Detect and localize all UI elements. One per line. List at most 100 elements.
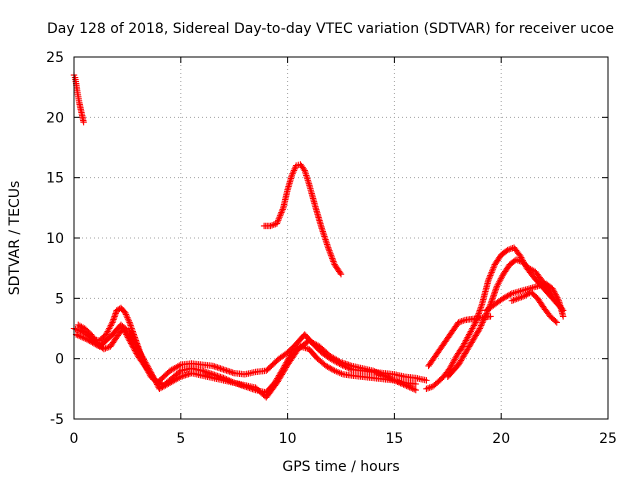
data-point (275, 215, 283, 223)
axis-ticks: 0 5 10 15 20 25 -5 0 5 10 15 20 25 (46, 50, 617, 447)
series-late-rise (423, 244, 567, 393)
data-point (507, 291, 514, 298)
data-point (403, 382, 410, 390)
chart-title: Day 128 of 2018, Sidereal Day-to-day VTE… (47, 21, 614, 37)
data-point (145, 365, 152, 372)
data-point (75, 332, 83, 340)
data-point (407, 384, 415, 392)
data-point (273, 220, 281, 227)
data-point (371, 368, 378, 375)
data-point (382, 373, 389, 380)
data-point (477, 323, 484, 331)
data-point (153, 379, 160, 387)
data-point (326, 247, 333, 254)
data-point (130, 338, 138, 345)
y-tick-label: -5 (50, 412, 64, 428)
data-point (489, 266, 497, 273)
series-late-branch (508, 289, 560, 326)
series-early-drop (70, 71, 87, 126)
x-tick-label: 15 (385, 431, 403, 447)
data-point (127, 330, 134, 337)
data-point (553, 319, 560, 326)
y-tick-label: 10 (46, 231, 64, 247)
data-point (82, 335, 89, 342)
data-point (401, 382, 409, 389)
data-point (409, 385, 416, 392)
data-point (411, 386, 418, 393)
data-point (150, 375, 158, 382)
series-scatter-bits (425, 313, 494, 370)
data-point (377, 370, 384, 378)
data-point (412, 380, 419, 388)
data-point (559, 313, 567, 320)
data-point (324, 244, 332, 251)
data-point (329, 256, 337, 264)
data-point (503, 247, 510, 255)
data-point (279, 206, 286, 213)
data-point (412, 386, 419, 394)
data-point (374, 369, 381, 377)
data-point (337, 271, 345, 278)
data-point (394, 378, 401, 385)
data-point (77, 333, 84, 340)
data-point (395, 379, 403, 386)
data-point (391, 377, 398, 384)
x-tick-label: 0 (70, 431, 79, 447)
data-point (325, 245, 332, 253)
data-point (176, 368, 183, 376)
y-tick-label: 5 (55, 291, 64, 307)
data-point (327, 250, 334, 257)
data-point (369, 367, 377, 374)
data-point (487, 272, 494, 279)
data-point (485, 275, 493, 282)
data-point (478, 320, 486, 328)
y-tick-label: 25 (46, 50, 64, 66)
x-tick-label: 20 (492, 431, 510, 447)
data-point (475, 326, 483, 334)
data-point (490, 264, 497, 271)
data-point (108, 320, 115, 328)
data-point (476, 325, 484, 332)
x-axis-label: GPS time / hours (282, 459, 399, 475)
data-point (274, 218, 281, 226)
data-point (485, 277, 492, 284)
data-point (392, 377, 400, 385)
data-point (151, 376, 159, 384)
data-point (131, 339, 139, 347)
data-point (400, 381, 407, 388)
data-point (388, 375, 395, 383)
data-point (326, 249, 334, 256)
data-point (147, 369, 155, 376)
data-point (80, 118, 87, 126)
data-point (277, 210, 284, 218)
data-point (488, 269, 495, 276)
data-point (149, 372, 156, 379)
data-point (133, 342, 140, 350)
y-axis-label: SDTVAR / TECUs (7, 181, 23, 296)
data-point (423, 377, 430, 384)
data-point (554, 296, 562, 303)
data-point (276, 212, 284, 219)
data-point (487, 313, 494, 320)
x-tick-label: 25 (599, 431, 617, 447)
data-point (79, 334, 86, 341)
data-point (404, 383, 412, 390)
data-point (330, 259, 338, 267)
data-point (383, 373, 390, 381)
data-point (486, 273, 493, 281)
data-point (74, 332, 81, 339)
data-point (380, 372, 387, 379)
data-point (552, 318, 559, 325)
data-point (386, 375, 394, 382)
data-point (490, 262, 498, 270)
data-point (378, 371, 386, 379)
plot-frame (73, 56, 609, 420)
data-point (147, 368, 154, 375)
y-tick-label: 15 (46, 171, 64, 187)
data-point (126, 328, 133, 336)
data-point (176, 374, 183, 381)
data-point (146, 366, 153, 373)
data-point (176, 362, 183, 369)
data-point (372, 368, 380, 376)
data-point (389, 376, 397, 383)
